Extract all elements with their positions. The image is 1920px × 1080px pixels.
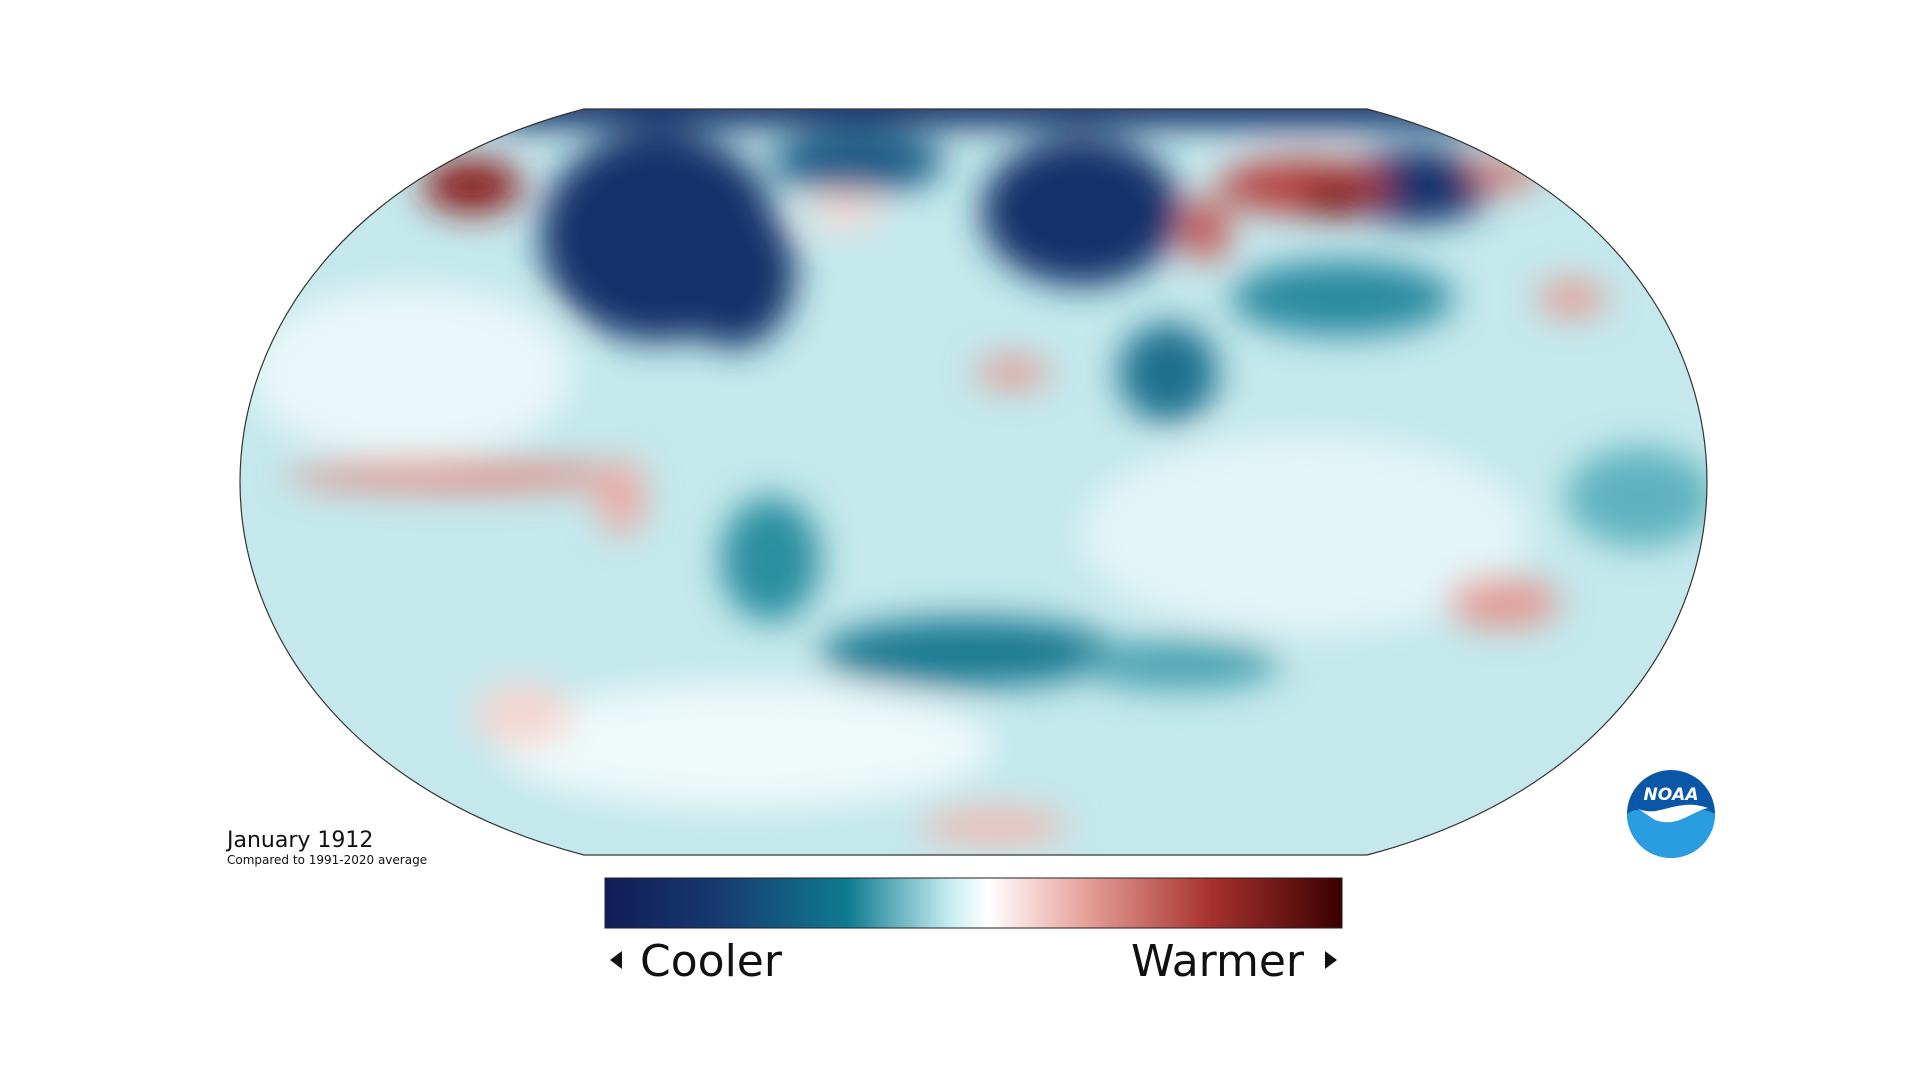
arrow-right [1325, 951, 1337, 969]
map-title: January 1912 [225, 828, 373, 853]
color-scale [604, 877, 1343, 929]
legend-high-label: Warmer [1131, 936, 1305, 987]
legend-low-label: Cooler [640, 936, 783, 987]
noaa-logo: NOAA [1627, 770, 1715, 858]
logo-text: NOAA [1644, 785, 1699, 805]
anomaly-map [240, 109, 1707, 855]
arrow-left [610, 951, 622, 969]
map-outline [239, 108, 1708, 856]
map-subtitle: Compared to 1991-2020 average [227, 853, 427, 867]
